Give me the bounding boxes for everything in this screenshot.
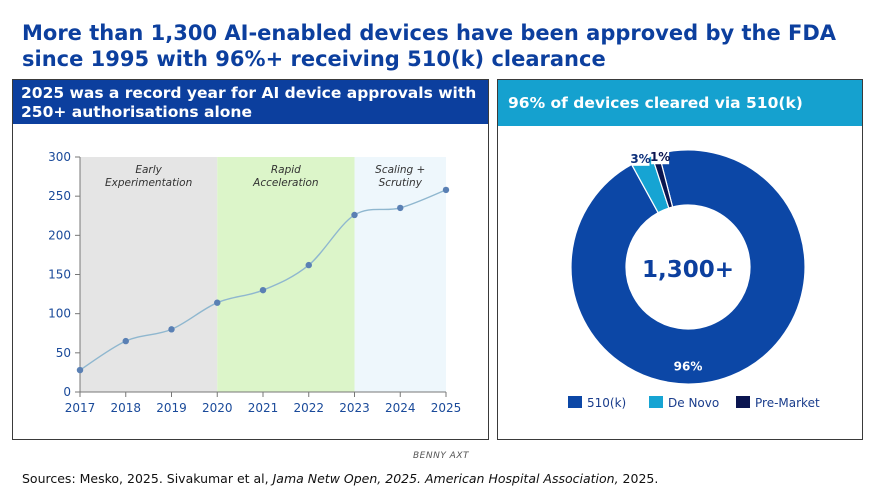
y-tick-label: 200 <box>48 228 71 242</box>
legend-swatch <box>649 396 663 408</box>
x-tick-label: 2025 <box>431 401 462 415</box>
phase-band-label: Rapid <box>271 164 301 176</box>
phase-band <box>80 157 218 392</box>
sources-journal: Jama Netw Open, 2025. American Hospital … <box>272 471 619 486</box>
author-credit: BENNY AXT <box>413 451 470 461</box>
legend-swatch <box>736 396 750 408</box>
phase-band-label: Early <box>135 164 162 176</box>
x-tick-label: 2018 <box>110 401 141 415</box>
x-tick-label: 2024 <box>385 401 416 415</box>
data-point <box>214 299 221 306</box>
y-tick-label: 50 <box>56 346 71 360</box>
phase-band-label: Experimentation <box>105 177 192 189</box>
y-tick-label: 150 <box>48 268 71 282</box>
x-tick-label: 2021 <box>248 401 279 415</box>
sources-suffix: 2025. <box>618 471 659 486</box>
slice-label: 1% <box>650 150 670 164</box>
data-point <box>76 366 84 374</box>
y-tick-label: 300 <box>48 150 71 164</box>
slice-label-bg <box>651 151 670 165</box>
data-point <box>122 337 129 345</box>
data-point <box>397 204 404 212</box>
donut-chart-panel: 96% of devices cleared via 510(k) 96% 3% 1… <box>497 79 863 440</box>
line-chart-panel: 2025 was a record year for AI device app… <box>12 79 489 440</box>
data-point <box>442 186 450 194</box>
y-tick-label: 250 <box>48 189 71 203</box>
x-tick-label: 2020 <box>202 401 233 415</box>
x-tick-label: 2022 <box>293 401 324 415</box>
slice-label: 96% <box>674 360 703 374</box>
x-tick-label: 2017 <box>65 401 96 415</box>
data-point <box>259 286 267 294</box>
legend-label: De Novo <box>668 396 719 410</box>
sources-footnote: Sources: Mesko, 2025. Sivakumar et al, J… <box>22 471 658 486</box>
data-point <box>305 261 312 269</box>
donut-chart: 96% 3% 1% 1,300+ 510(k) De Novo Pre-Market <box>568 149 820 410</box>
donut-chart-header: 96% of devices cleared via 510(k) <box>498 80 862 126</box>
phase-band-label: Acceleration <box>252 177 318 189</box>
slice-label-bg <box>631 152 650 166</box>
phase-band-label: Scrutiny <box>379 177 423 189</box>
y-tick-label: 0 <box>63 385 71 399</box>
page-title: More than 1,300 AI-enabled devices have … <box>22 21 837 71</box>
y-tick-label: 100 <box>48 307 71 321</box>
x-tick-label: 2023 <box>339 401 370 415</box>
phase-band <box>354 157 446 392</box>
phase-band <box>217 157 355 392</box>
line-chart-header: 2025 was a record year for AI device app… <box>13 80 488 124</box>
phase-band-label: Scaling + <box>375 164 425 176</box>
x-tick-label: 2019 <box>156 401 187 415</box>
data-point <box>351 211 358 219</box>
slice-label: 3% <box>630 152 650 166</box>
donut-slice <box>570 149 806 385</box>
legend-swatch <box>568 396 582 408</box>
sources-prefix: Sources: Mesko, 2025. Sivakumar et al, <box>22 471 273 486</box>
legend-label: Pre-Market <box>755 396 820 410</box>
data-point <box>168 326 175 333</box>
donut-center-label: 1,300+ <box>642 257 734 283</box>
legend-label: 510(k) <box>587 396 626 410</box>
